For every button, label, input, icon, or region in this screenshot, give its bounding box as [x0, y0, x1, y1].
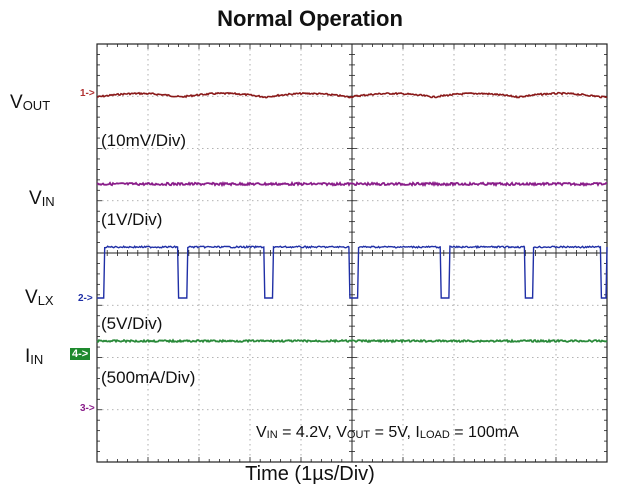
vlx-label: VLX [25, 287, 54, 308]
ch2-marker: 2-> [78, 293, 93, 304]
vlx-trace [97, 244, 608, 299]
ch4-marker: 4-> [70, 348, 91, 360]
chart-title: Normal Operation [217, 6, 403, 31]
iin-scale: (500mA/Div) [101, 368, 196, 387]
vin-trace [96, 180, 608, 188]
vin-label: VIN [29, 188, 55, 209]
iin-trace [96, 338, 608, 344]
vlx-scale: (5V/Div) [101, 314, 163, 333]
x-axis-label: Time (1µs/Div) [245, 463, 375, 485]
vout-label: VOUT [10, 92, 51, 113]
vout-trace [97, 91, 608, 99]
vin-scale: (1V/Div) [101, 210, 163, 229]
ch1-marker: 1-> [80, 88, 95, 99]
vout-scale: (10mV/Div) [101, 131, 187, 150]
ch3-marker: 3-> [80, 403, 95, 414]
test-conditions: VIN = 4.2V, VOUT = 5V, ILOAD = 100mA [256, 424, 519, 441]
iin-label: IIN [25, 346, 44, 367]
